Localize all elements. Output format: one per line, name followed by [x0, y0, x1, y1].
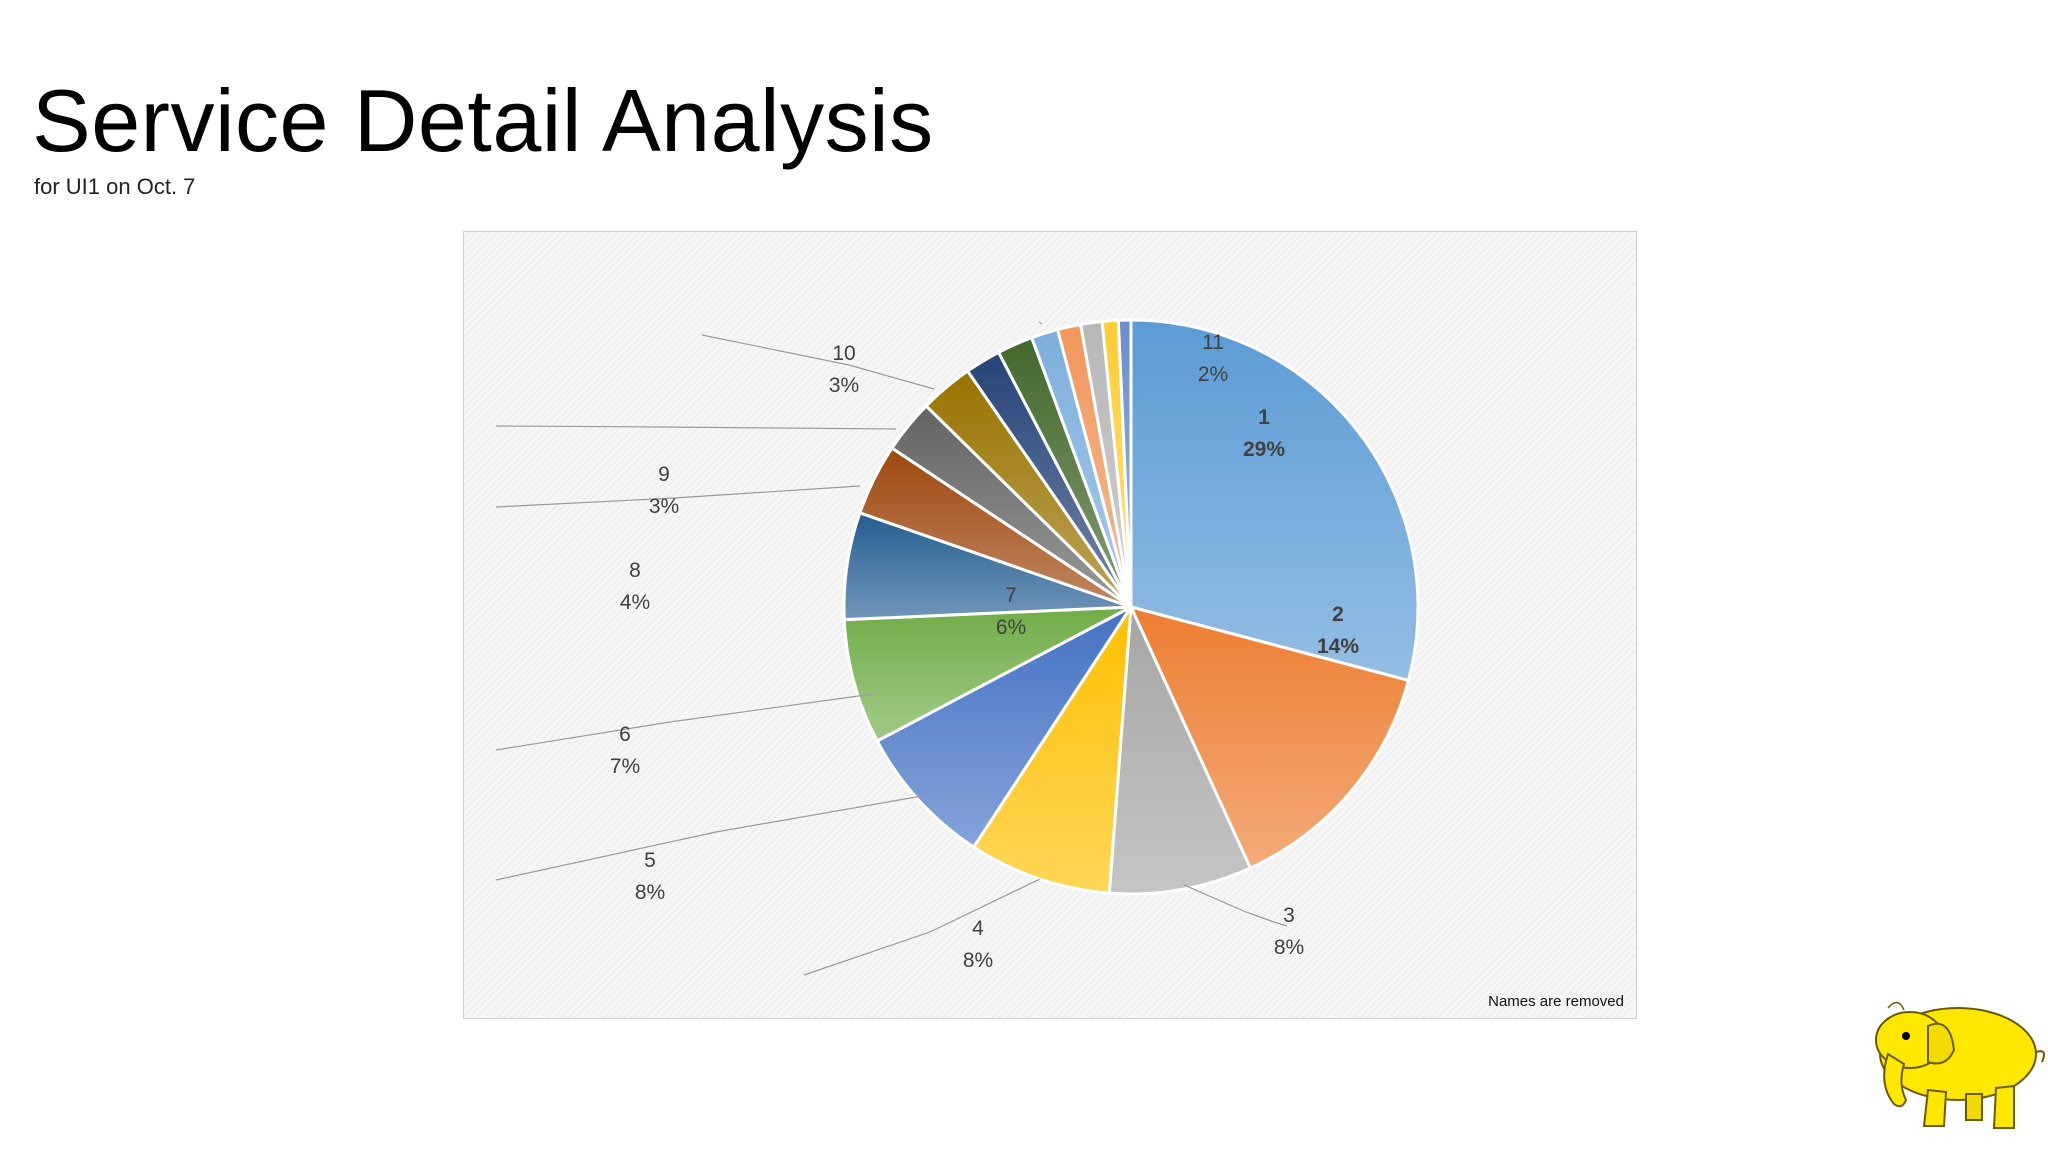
hadoop-elephant-logo-icon	[1875, 1001, 2045, 1129]
data-label-pct-8: 4%	[620, 591, 650, 614]
leader-line-10	[701, 334, 935, 390]
data-label-name-1: 1	[1258, 406, 1270, 429]
data-label-name-2: 2	[1332, 603, 1344, 626]
data-label-pct-6: 7%	[610, 755, 640, 778]
pie-slice-5	[875, 605, 1133, 850]
pie-slice-6	[842, 605, 1132, 744]
data-label-name-10: 10	[832, 342, 855, 365]
data-label-name-7: 7	[1005, 584, 1017, 607]
pie-chart: 1 29% 2 14% 3 8% 4 8% 5 8% 6 7% 7 6% 8 4% 9 3% 10 3% 11 2%	[495, 318, 1420, 976]
data-label-name-3: 3	[1283, 904, 1295, 927]
leader-line-6	[495, 693, 874, 751]
leader-line-8	[495, 485, 861, 508]
data-label-name-11: 11	[1202, 331, 1224, 354]
pie-slice-1	[1129, 318, 1420, 683]
data-label-pct-5: 8%	[635, 881, 665, 904]
data-label-pct-3: 8%	[1274, 936, 1304, 959]
pie-slice-4	[971, 606, 1133, 895]
data-label-pct-11: 2%	[1198, 363, 1228, 386]
data-label-name-4: 4	[972, 917, 984, 940]
leader-line-9	[495, 425, 897, 430]
data-label-name-8: 8	[629, 559, 641, 582]
data-label-pct-1: 29%	[1243, 438, 1285, 461]
data-label-name-9: 9	[658, 463, 670, 486]
slide-title: Service Detail Analysis	[32, 71, 934, 170]
data-label-pct-2: 14%	[1317, 635, 1359, 658]
leader-line-5	[495, 795, 923, 881]
leader-line-11	[1038, 321, 1043, 325]
leader-line-3	[1183, 884, 1288, 927]
chart-note: Names are removed	[1488, 993, 1624, 1010]
pie-slice-3	[1107, 606, 1253, 896]
pie-slice-2	[1128, 604, 1411, 870]
data-label-name-5: 5	[644, 849, 656, 872]
data-label-pct-7: 6%	[996, 616, 1026, 639]
data-label-pct-10: 3%	[829, 374, 859, 397]
data-label-pct-4: 8%	[963, 949, 993, 972]
pie-slice-17	[1116, 318, 1133, 608]
data-label-pct-9: 3%	[649, 495, 679, 518]
pie-chart-area: 1 29% 2 14% 3 8% 4 8% 5 8% 6 7% 7 6% 8 4% 9 3% 10 3% 11 2% Na…	[463, 231, 1637, 1019]
leader-line-4	[803, 878, 1041, 976]
data-label-name-6: 6	[619, 723, 631, 746]
slide-subtitle: for UI1 on Oct. 7	[34, 174, 196, 199]
